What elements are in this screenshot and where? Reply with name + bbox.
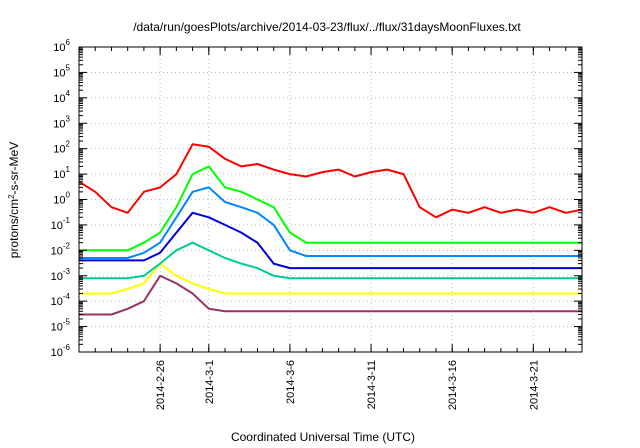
x-tick-label: 2014-3-16: [447, 360, 459, 410]
y-tick-label: 10-2: [51, 241, 71, 257]
y-tick-label: 10-3: [51, 267, 71, 283]
x-tick-label: 2014-3-1: [204, 360, 216, 404]
x-axis: 2014-2-26 2014-3-1 2014-3-6 2014-3-11 2014-3…: [78, 47, 583, 410]
plot-frame: [78, 46, 583, 353]
x-tick-label: 2014-3-21: [528, 360, 540, 410]
y-tick-label: 10-6: [51, 343, 71, 359]
y-tick-label: 105: [53, 63, 70, 79]
y-tick-label: 10-5: [51, 318, 71, 334]
series-line-7: [79, 274, 582, 316]
y-tick-label: 10-4: [51, 292, 71, 308]
y-tick-label: 101: [53, 165, 70, 181]
x-tick-label: 2014-3-6: [285, 360, 297, 404]
y-axis-label-prefix: protons/cm: [7, 199, 21, 258]
series-line-1: [78, 143, 583, 219]
x-tick-label: 2014-3-11: [366, 360, 378, 409]
y-tick-label: 106: [53, 38, 70, 54]
y-axis-label: protons/cm2-s-sr-MeV: [7, 142, 22, 258]
x-axis-label: Coordinated Universal Time (UTC): [231, 430, 415, 444]
series-group: [78, 143, 583, 316]
y-axis: 10-6 10-5 10-4 10-3 10-2 10-1 100 101 102 103 104 1…: [51, 38, 582, 359]
x-tick-label: 2014-2-26: [155, 360, 167, 410]
y-tick-label: 104: [53, 89, 70, 105]
series-line-3: [79, 186, 582, 259]
grid: [79, 47, 582, 352]
y-axis-label-suffix: -s-sr-MeV: [7, 142, 21, 195]
series-line-2: [79, 165, 582, 252]
y-tick-label: 103: [53, 114, 70, 130]
y-tick-label: 10-1: [51, 216, 71, 232]
y-tick-label: 102: [53, 140, 70, 156]
chart-title: /data/run/goesPlots/archive/2014-03-23/f…: [133, 20, 521, 34]
y-tick-label: 100: [53, 191, 70, 207]
series-line-6: [79, 262, 582, 295]
series-line-5: [79, 241, 582, 280]
series-line-4: [79, 211, 582, 270]
y-axis-label-superscript: 2: [7, 194, 16, 199]
